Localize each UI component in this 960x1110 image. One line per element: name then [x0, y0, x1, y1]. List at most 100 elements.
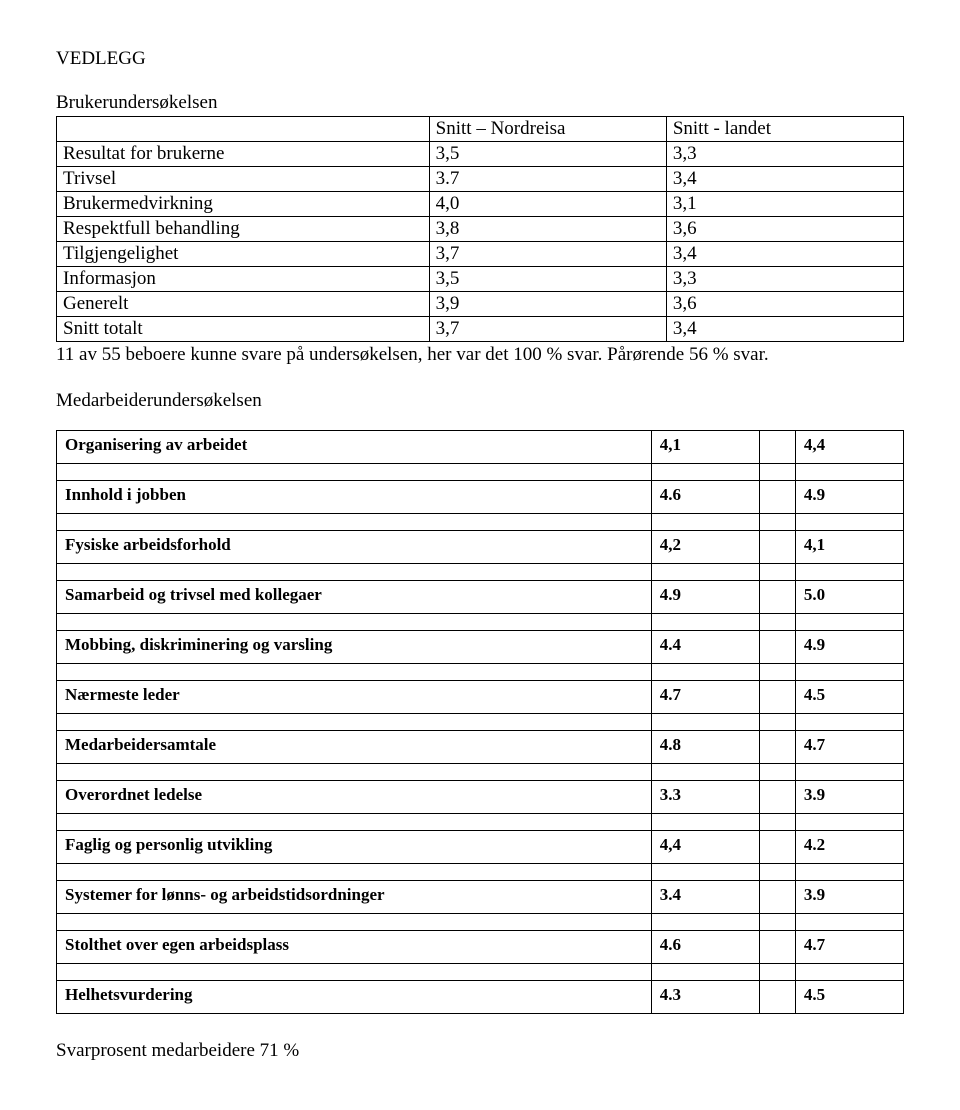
row-value-a: 3,5: [429, 267, 666, 292]
row-label: Overordnet ledelse: [57, 781, 652, 814]
row-value-1: 3.4: [651, 881, 759, 914]
table-row: Organisering av arbeidet4,1 4,4: [57, 431, 904, 464]
row-value-2: 4.9: [795, 631, 903, 664]
row-value-2: 4.7: [795, 731, 903, 764]
table-row: Respektfull behandling3,83,6: [57, 217, 904, 242]
row-label: Systemer for lønns- og arbeidstidsordnin…: [57, 881, 652, 914]
table-row: Mobbing, diskriminering og varsling4.4 4.…: [57, 631, 904, 664]
row-value-1: 4,2: [651, 531, 759, 564]
row-label: Fysiske arbeidsforhold: [57, 531, 652, 564]
row-label: Mobbing, diskriminering og varsling: [57, 631, 652, 664]
table-row: Generelt3,93,6: [57, 292, 904, 317]
table-row: Resultat for brukerne3,53,3: [57, 142, 904, 167]
row-value-b: 3,3: [666, 142, 903, 167]
row-value-a: 3,9: [429, 292, 666, 317]
gap-cell: [759, 881, 795, 914]
row-value-2: 4.5: [795, 681, 903, 714]
table-row: Nærmeste leder4.74.5: [57, 681, 904, 714]
row-label: Samarbeid og trivsel med kollegaer: [57, 581, 652, 614]
row-label: Tilgjengelighet: [57, 242, 430, 267]
row-value-2: 4.9: [795, 481, 903, 514]
row-label: Faglig og personlig utvikling: [57, 831, 652, 864]
header-blank: [57, 117, 430, 142]
row-value-2: 4.7: [795, 931, 903, 964]
row-value-b: 3,6: [666, 217, 903, 242]
table-row: Fysiske arbeidsforhold4,24,1: [57, 531, 904, 564]
table-row: Innhold i jobben4.6 4.9: [57, 481, 904, 514]
row-value-b: 3,6: [666, 292, 903, 317]
table-row: Trivsel3.73,4: [57, 167, 904, 192]
row-label: Trivsel: [57, 167, 430, 192]
gap-cell: [759, 431, 795, 464]
table-header-row: Snitt – Nordreisa Snitt - landet: [57, 117, 904, 142]
survey2-table: Organisering av arbeidet4,1 4,4 Innhold i …: [56, 430, 904, 1014]
row-value-b: 3,4: [666, 242, 903, 267]
table-row: Faglig og personlig utvikling4,44.2: [57, 831, 904, 864]
gap-cell: [759, 631, 795, 664]
row-label: Informasjon: [57, 267, 430, 292]
row-value-b: 3,4: [666, 317, 903, 342]
row-value-a: 3,5: [429, 142, 666, 167]
survey1-table: Snitt – Nordreisa Snitt - landet Resulta…: [56, 116, 904, 342]
row-value-2: 3.9: [795, 781, 903, 814]
spacer-row: [57, 664, 904, 681]
row-value-2: 5.0: [795, 581, 903, 614]
row-value-2: 4,4: [795, 431, 903, 464]
row-label: Brukermedvirkning: [57, 192, 430, 217]
table-row: Overordnet ledelse3.3 3.9: [57, 781, 904, 814]
spacer-row: [57, 464, 904, 481]
spacer-row: [57, 764, 904, 781]
spacer-row: [57, 714, 904, 731]
row-value-a: 3,7: [429, 317, 666, 342]
row-value-1: 4,4: [651, 831, 759, 864]
row-value-a: 3,8: [429, 217, 666, 242]
row-label: Generelt: [57, 292, 430, 317]
row-value-1: 4.4: [651, 631, 759, 664]
spacer-row: [57, 864, 904, 881]
row-value-b: 3,1: [666, 192, 903, 217]
header-col-b: Snitt - landet: [666, 117, 903, 142]
row-value-1: 4.7: [651, 681, 759, 714]
spacer-row: [57, 514, 904, 531]
spacer-row: [57, 614, 904, 631]
row-value-1: 4.3: [651, 981, 759, 1014]
survey1-note: 11 av 55 beboere kunne svare på undersøk…: [56, 344, 904, 366]
row-value-2: 4.5: [795, 981, 903, 1014]
gap-cell: [759, 781, 795, 814]
row-label: Organisering av arbeidet: [57, 431, 652, 464]
gap-cell: [759, 831, 795, 864]
header-col-a: Snitt – Nordreisa: [429, 117, 666, 142]
row-value-1: 4.6: [651, 481, 759, 514]
row-value-1: 3.3: [651, 781, 759, 814]
row-value-1: 4.6: [651, 931, 759, 964]
gap-cell: [759, 931, 795, 964]
row-value-b: 3,3: [666, 267, 903, 292]
spacer-row: [57, 964, 904, 981]
row-label: Helhetsvurdering: [57, 981, 652, 1014]
row-label: Stolthet over egen arbeidsplass: [57, 931, 652, 964]
table-row: Systemer for lønns- og arbeidstidsordnin…: [57, 881, 904, 914]
spacer-row: [57, 564, 904, 581]
row-label: Medarbeidersamtale: [57, 731, 652, 764]
row-value-1: 4.9: [651, 581, 759, 614]
survey2-title: Medarbeiderundersøkelsen: [56, 390, 904, 412]
table-row: Snitt totalt3,73,4: [57, 317, 904, 342]
row-value-a: 3.7: [429, 167, 666, 192]
gap-cell: [759, 581, 795, 614]
spacer-row: [57, 814, 904, 831]
row-value-a: 3,7: [429, 242, 666, 267]
row-value-2: 3.9: [795, 881, 903, 914]
row-value-b: 3,4: [666, 167, 903, 192]
gap-cell: [759, 681, 795, 714]
gap-cell: [759, 481, 795, 514]
row-label: Innhold i jobben: [57, 481, 652, 514]
table-row: Stolthet over egen arbeidsplass4.6 4.7: [57, 931, 904, 964]
survey1-title: Brukerundersøkelsen: [56, 92, 904, 114]
table-row: Helhetsvurdering4.3 4.5: [57, 981, 904, 1014]
gap-cell: [759, 531, 795, 564]
gap-cell: [759, 981, 795, 1014]
row-value-1: 4,1: [651, 431, 759, 464]
row-label: Resultat for brukerne: [57, 142, 430, 167]
table-row: Samarbeid og trivsel med kollegaer4.9 5.0: [57, 581, 904, 614]
row-label: Snitt totalt: [57, 317, 430, 342]
